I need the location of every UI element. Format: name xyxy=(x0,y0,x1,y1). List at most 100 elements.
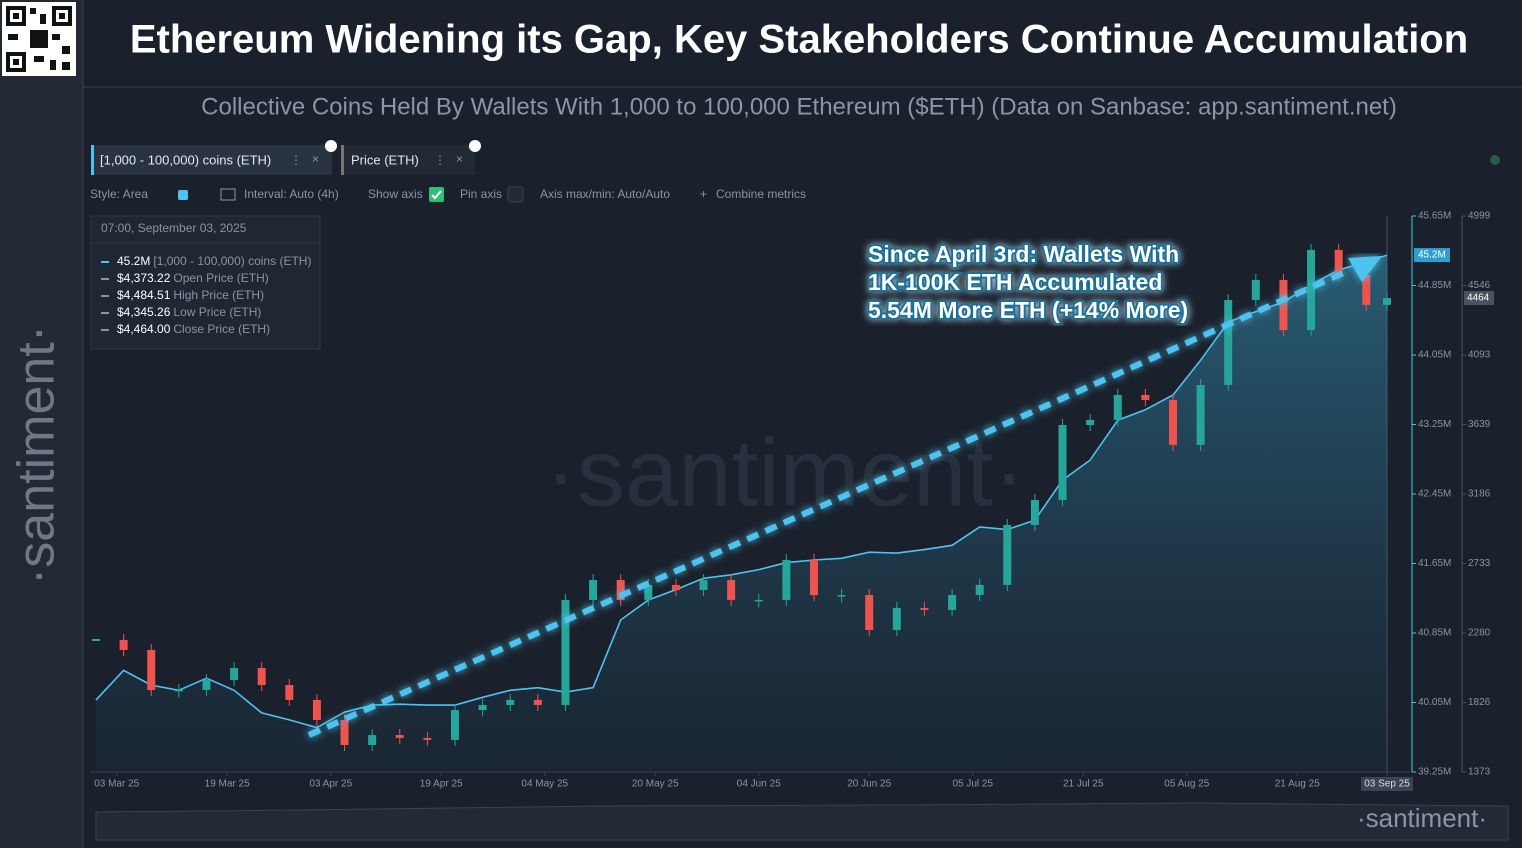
checkbox-checked[interactable] xyxy=(429,187,444,202)
annotation: 5.54M More ETH (+14% More) xyxy=(868,297,1188,323)
y-tick-label: 43.25M xyxy=(1418,419,1451,430)
price-candle xyxy=(754,599,763,602)
tooltip-row: $4,345.26 Low Price (ETH) xyxy=(117,305,261,319)
price-candle xyxy=(699,580,708,590)
tab-close[interactable]: × xyxy=(312,152,319,166)
tooltip-value: $4,464.00 xyxy=(117,322,171,336)
sidebar-brand: ·santiment· xyxy=(8,325,66,585)
y2-tick-label: 1826 xyxy=(1468,697,1491,708)
tooltip-row: $4,484.51 High Price (ETH) xyxy=(117,288,264,302)
subtitle: Collective Coins Held By Wallets With 1,… xyxy=(201,93,1397,120)
x-tick-label: 21 Aug 25 xyxy=(1275,779,1320,790)
price-candle xyxy=(616,580,625,600)
x-tick-label: 05 Jul 25 xyxy=(952,779,993,790)
price-candle xyxy=(478,704,487,711)
status-dot xyxy=(1490,155,1500,165)
price-candle xyxy=(782,559,791,600)
x-tick-label: 03 Mar 25 xyxy=(94,779,139,790)
price-candle xyxy=(257,668,266,686)
holdings-area xyxy=(96,255,1387,773)
y-tick-label: 40.85M xyxy=(1418,628,1451,639)
tooltip-box xyxy=(90,215,321,350)
toolbar-axis-minmax[interactable]: Axis max/min: Auto/Auto xyxy=(540,187,670,201)
y2-tick-label: 4093 xyxy=(1468,350,1491,361)
price-candle xyxy=(1362,275,1371,305)
tooltip-value: $4,345.26 xyxy=(117,305,171,319)
x-tick-highlight xyxy=(1361,777,1413,791)
price-candle xyxy=(395,735,404,738)
price-candle xyxy=(312,699,321,721)
price-candle xyxy=(837,595,846,597)
price-candle xyxy=(1003,524,1012,585)
price-candle xyxy=(1141,394,1150,401)
tab-accent xyxy=(341,145,344,175)
y-tick-label: 41.65M xyxy=(1418,558,1451,569)
plus-icon: + xyxy=(700,187,707,201)
tooltip-metric: High Price (ETH) xyxy=(173,288,264,302)
sidebar xyxy=(0,0,83,848)
metric-tab[interactable] xyxy=(341,145,475,175)
tab-settings[interactable] xyxy=(325,140,337,152)
tab-accent xyxy=(91,145,94,175)
y-tick-label: 44.05M xyxy=(1418,350,1451,361)
price-candle xyxy=(948,595,957,610)
price-candle xyxy=(533,699,542,705)
check-mark xyxy=(431,190,442,200)
x-tick-label: 04 May 25 xyxy=(521,779,568,790)
x-tick-label: 03 Sep 25 xyxy=(1364,779,1410,790)
y2-tick-label: 4546 xyxy=(1468,280,1491,291)
y-tick-label: 45.65M xyxy=(1418,211,1451,222)
tooltip-metric: [1,000 - 100,000) coins (ETH) xyxy=(153,254,311,268)
color-swatch[interactable] xyxy=(178,190,188,200)
price-candle xyxy=(450,710,459,740)
price-candle xyxy=(589,580,598,600)
price-candle xyxy=(230,668,239,680)
x-tick-label: 20 May 25 xyxy=(632,779,679,790)
tab-label[interactable]: Price (ETH) xyxy=(351,152,419,167)
tooltip-row: 45.2M [1,000 - 100,000) coins (ETH) xyxy=(117,254,311,268)
y2-tick-label: 2280 xyxy=(1468,628,1491,639)
x-tick-label: 19 Mar 25 xyxy=(205,779,250,790)
current-badge xyxy=(1464,291,1494,306)
tooltip: 07:00, September 03, 2025 45.2M [1,000 - … xyxy=(90,215,321,350)
metric-tab[interactable] xyxy=(91,145,332,175)
price-candle xyxy=(147,649,156,690)
x-tick-label: 21 Jul 25 xyxy=(1063,779,1104,790)
price-candle xyxy=(506,699,515,705)
toolbar-interval[interactable]: Interval: Auto (4h) xyxy=(244,187,339,201)
toolbar-show-axis[interactable]: Show axis xyxy=(368,187,423,201)
tab-label[interactable]: [1,000 - 100,000) coins (ETH) xyxy=(100,152,271,167)
price-candle xyxy=(285,685,294,700)
toolbar-combine[interactable]: Combine metrics xyxy=(716,187,806,201)
price-candle xyxy=(975,584,984,596)
tooltip-metric: Low Price (ETH) xyxy=(173,305,261,319)
price-candle xyxy=(1058,424,1067,500)
tab-close[interactable]: × xyxy=(456,152,463,166)
price-candle xyxy=(1279,279,1288,331)
y-tick-label: 40.05M xyxy=(1418,697,1451,708)
checkbox[interactable] xyxy=(507,186,524,203)
toolbar-style[interactable]: Style: Area xyxy=(90,187,148,201)
price-candle xyxy=(174,689,183,692)
tab-menu[interactable]: ⋮ xyxy=(434,153,446,167)
x-tick-label: 20 Jun 25 xyxy=(847,779,891,790)
price-candle xyxy=(892,607,901,631)
y-tick-label: 39.25M xyxy=(1418,767,1451,778)
calendar-icon xyxy=(220,188,236,201)
price-candle xyxy=(340,720,349,746)
price-candle xyxy=(1251,279,1260,301)
price-candle xyxy=(727,580,736,600)
tab-settings[interactable] xyxy=(469,140,481,152)
tooltip-date: 07:00, September 03, 2025 xyxy=(101,221,247,235)
current-label: 4464 xyxy=(1467,293,1490,304)
toolbar-pin-axis[interactable]: Pin axis xyxy=(460,187,502,201)
tooltip-row: $4,373.22 Open Price (ETH) xyxy=(117,271,269,285)
price-candle xyxy=(1334,249,1343,276)
annotation: 1K-100K ETH Accumulated xyxy=(868,269,1162,295)
price-candle xyxy=(644,584,653,600)
y-tick-label: 42.45M xyxy=(1418,489,1451,500)
tooltip-row: $4,464.00 Close Price (ETH) xyxy=(117,322,270,336)
tab-menu[interactable]: ⋮ xyxy=(290,153,302,167)
